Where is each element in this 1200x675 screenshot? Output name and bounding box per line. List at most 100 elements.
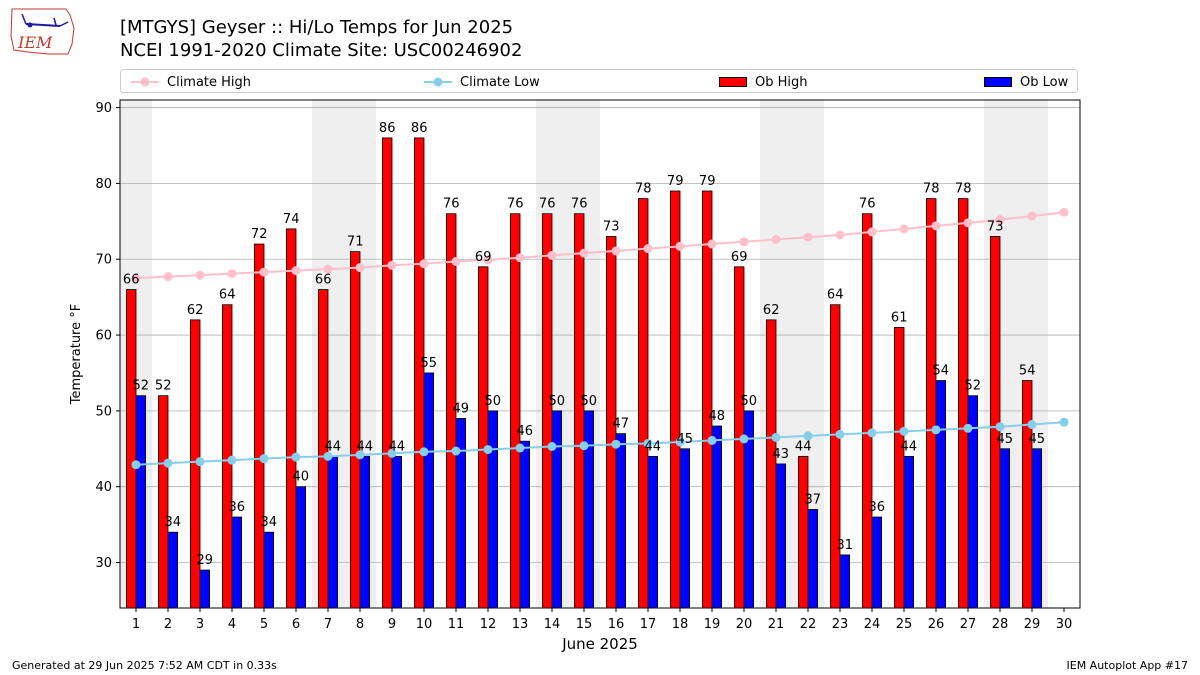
ob-low-label: 37: [805, 492, 822, 507]
ob-low-label: 45: [677, 432, 694, 447]
ob-high-label: 72: [251, 227, 268, 242]
x-tick-label: 30: [1056, 617, 1073, 632]
ob-low-label: 49: [453, 401, 470, 416]
ob-low-bar: [775, 463, 787, 609]
climate-low-point: [707, 435, 717, 445]
climate-high-point: [515, 253, 525, 263]
ob-low-label: 52: [133, 379, 150, 394]
ob-high-bar: [413, 137, 425, 609]
ob-low-label: 44: [389, 439, 406, 454]
climate-high-point: [995, 215, 1005, 225]
ob-low-label: 47: [613, 417, 630, 432]
ob-high-bar: [542, 213, 553, 609]
ob-high-label: 73: [987, 219, 1004, 234]
ob-low-bar: [583, 410, 595, 609]
ob-low-label: 45: [1029, 432, 1046, 447]
climate-low-point: [227, 455, 237, 465]
ob-low-label: 44: [325, 439, 342, 454]
ob-low-bar: [807, 509, 819, 609]
ob-low-bar: [615, 433, 627, 609]
ob-high-bar: [926, 198, 937, 609]
ob-low-label: 29: [197, 553, 214, 568]
ob-high-bar: [894, 327, 905, 609]
ob-high-label: 69: [731, 250, 748, 265]
x-tick-label: 9: [388, 617, 396, 632]
climate-low-point: [387, 448, 397, 458]
x-tick-label: 5: [260, 617, 268, 632]
ob-low-label: 44: [645, 439, 662, 454]
ob-high-label: 78: [635, 182, 652, 197]
ob-low-label: 43: [773, 447, 790, 462]
climate-low-point: [931, 425, 941, 435]
ob-high-label: 86: [379, 121, 396, 136]
climate-low-point: [835, 429, 845, 439]
climate-high-point: [291, 266, 301, 276]
climate-high-point: [643, 244, 653, 254]
x-tick-label: 3: [196, 617, 204, 632]
ob-high-bar: [862, 213, 873, 609]
x-tick-label: 12: [480, 617, 497, 632]
ob-low-bar: [231, 516, 243, 609]
x-tick-label: 15: [576, 617, 593, 632]
ob-high-label: 86: [411, 121, 428, 136]
legend-label-climate-high: Climate High: [167, 74, 252, 90]
ob-high-label: 66: [123, 273, 140, 288]
climate-low-point: [643, 438, 653, 448]
svg-text:IEM: IEM: [17, 33, 53, 52]
climate-low-point: [355, 450, 365, 460]
climate-high-line: [135, 211, 1065, 280]
ob-low-label: 50: [549, 394, 566, 409]
climate-low-point: [163, 458, 173, 468]
ob-high-bar: [253, 243, 265, 609]
legend-item-climate-high: Climate High: [131, 70, 251, 94]
ob-low-label: 52: [965, 379, 982, 394]
y-tick-label: 40: [95, 480, 112, 495]
ob-low-label: 55: [421, 356, 438, 371]
climate-high-point: [611, 246, 621, 256]
ob-low-bar: [711, 425, 723, 609]
legend-label-ob-low: Ob Low: [1020, 74, 1069, 90]
chart-title: [MTGYS] Geyser :: Hi/Lo Temps for Jun 20…: [120, 17, 514, 38]
ob-low-bar: [647, 455, 659, 609]
ob-high-label: 52: [155, 379, 172, 394]
x-tick-label: 8: [356, 617, 364, 632]
ob-high-bar: [670, 190, 681, 609]
ob-high-label: 76: [539, 197, 556, 212]
climate-low-point: [899, 426, 909, 436]
ob-low-label: 48: [709, 409, 726, 424]
climate-low-point: [483, 445, 493, 455]
ob-low-bar: [519, 440, 531, 609]
legend-item-ob-low: Ob Low: [984, 70, 1068, 94]
ob-low-label: 34: [261, 515, 278, 530]
climate-high-point: [355, 263, 365, 273]
x-tick-label: 25: [896, 617, 913, 632]
x-tick-label: 10: [416, 617, 433, 632]
climate-low-point: [675, 437, 685, 447]
climate-high-point: [771, 235, 781, 245]
ob-low-bar: [551, 410, 563, 609]
climate-high-point: [323, 264, 333, 274]
ob-low-bar: [359, 455, 371, 609]
ob-high-bar: [958, 198, 969, 609]
ob-high-bar: [126, 289, 137, 609]
ob-high-label: 71: [347, 235, 364, 250]
ob-high-bar: [798, 455, 809, 609]
x-tick-label: 21: [768, 617, 785, 632]
climate-high-point: [803, 232, 813, 242]
climate-low-point: [291, 452, 301, 462]
ob-low-label: 50: [741, 394, 758, 409]
x-tick-label: 16: [608, 617, 625, 632]
ob-low-label: 46: [517, 424, 534, 439]
climate-high-point: [1027, 211, 1037, 221]
climate-low-point: [259, 454, 269, 464]
x-tick-label: 24: [864, 617, 881, 632]
ob-high-bar: [285, 228, 297, 609]
chart-subtitle: NCEI 1991-2020 Climate Site: USC00246902: [120, 40, 523, 61]
x-tick-label: 17: [640, 617, 657, 632]
climate-low-point: [451, 446, 461, 456]
x-tick-label: 22: [800, 617, 817, 632]
ob-high-label: 69: [475, 250, 492, 265]
climate-low-point: [995, 422, 1005, 432]
x-tick-label: 23: [832, 617, 849, 632]
x-tick-label: 29: [1024, 617, 1041, 632]
